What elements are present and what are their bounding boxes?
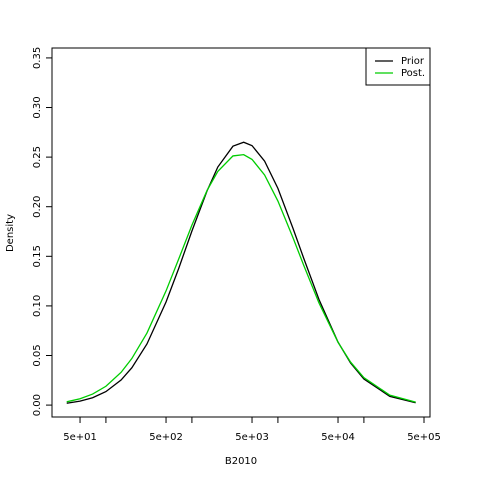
x-tick-label: 5e+05 — [407, 432, 441, 443]
y-tick-label: 0.15 — [32, 245, 43, 267]
x-axis-label: B2010 — [225, 456, 257, 467]
y-tick-label: 0.10 — [32, 295, 43, 317]
density-line — [66, 153, 416, 403]
plot-frame — [51, 47, 431, 418]
x-tick-label: 5e+02 — [149, 432, 183, 443]
y-tick-label: 0.25 — [32, 146, 43, 168]
y-axis-label: Density — [5, 214, 16, 252]
density-line — [66, 141, 416, 404]
legend-label: Post. — [401, 68, 425, 79]
y-tick-label: 0.00 — [32, 394, 43, 416]
y-tick-label: 0.20 — [32, 196, 43, 218]
x-tick-label: 5e+04 — [321, 432, 355, 443]
x-tick-label: 5e+03 — [235, 432, 269, 443]
legend-label: Prior — [401, 56, 425, 67]
y-tick-label: 0.05 — [32, 344, 43, 366]
y-tick-label: 0.30 — [32, 96, 43, 118]
x-tick-label: 5e+01 — [63, 432, 97, 443]
legend-box — [365, 47, 431, 86]
y-tick-label: 0.35 — [32, 47, 43, 69]
